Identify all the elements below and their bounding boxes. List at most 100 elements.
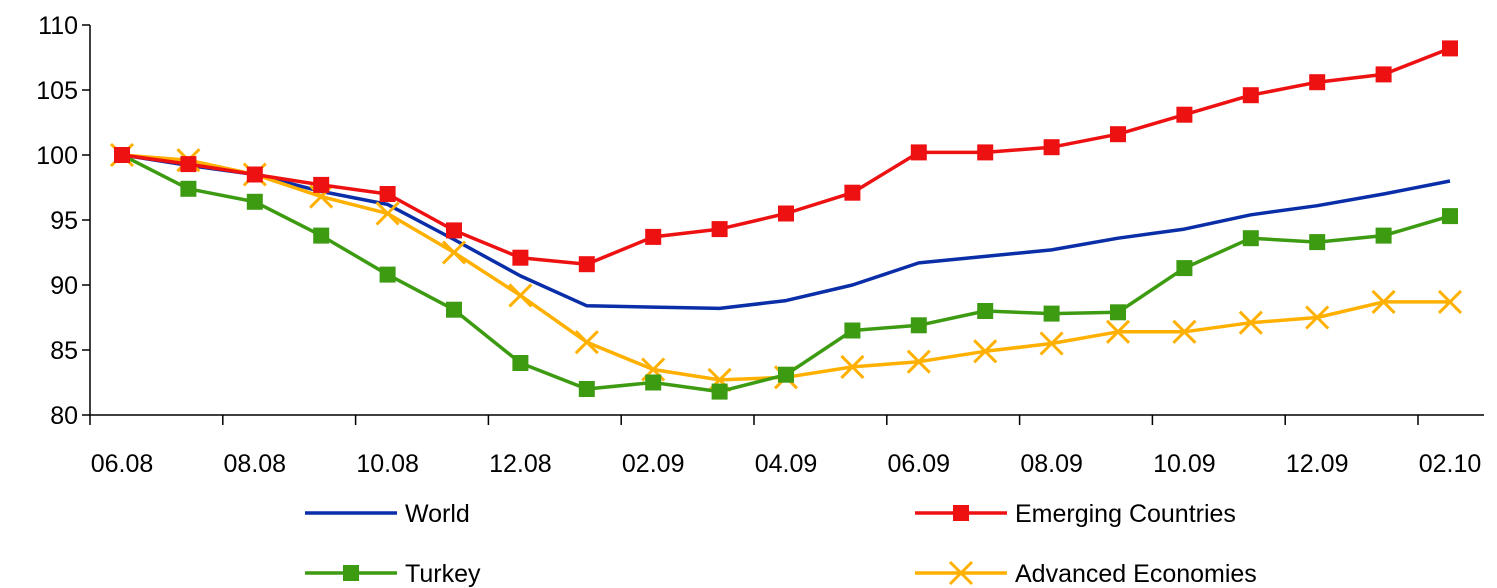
legend-label-world: World [405,500,470,528]
data-point-turkey [1043,305,1060,322]
x-marker-stroke [973,339,998,364]
data-point-turkey [1442,208,1458,225]
legend: World Emerging Countries Turkey Advanced Ec… [305,500,1257,588]
legend-item-emerging-countries: Emerging Countries [915,500,1236,528]
data-point-turkey [711,383,728,400]
data-point-emerging-countries [313,176,330,193]
data-point-turkey [778,366,794,383]
x-tick-label: 10.08 [356,450,419,478]
data-point-advanced-economies [1437,289,1463,314]
y-tick-label: 90 [50,272,78,300]
x-tick-label: 06.09 [888,450,951,478]
data-point-emerging-countries [1375,66,1392,83]
x-marker-stroke [441,240,467,265]
y-tick-label: 100 [36,142,78,170]
legend-label-turkey: Turkey [405,560,481,588]
x-tick-label: 08.09 [1020,450,1083,478]
series-emerging-countries [114,40,1458,273]
data-point-emerging-countries [246,166,263,183]
legend-marker-emerging-countries [953,505,969,521]
x-marker-stroke [1305,305,1330,330]
y-tick-label: 80 [50,402,78,430]
data-point-turkey [180,180,197,197]
data-point-emerging-countries [578,256,595,273]
data-point-emerging-countries [778,205,794,222]
y-tick-label: 95 [50,207,78,235]
x-marker-stroke [948,560,974,586]
data-point-emerging-countries [1309,74,1326,91]
data-point-turkey [645,374,662,391]
data-point-turkey [313,227,330,244]
data-point-turkey [1242,230,1259,247]
series-turkey [114,147,1458,400]
data-point-turkey [1309,234,1326,251]
data-point-turkey [977,303,994,319]
x-marker-stroke [906,349,931,374]
data-point-turkey [246,193,263,210]
data-point-turkey [844,322,861,339]
data-point-advanced-economies [1039,331,1064,356]
data-point-advanced-economies [1172,319,1197,344]
data-point-advanced-economies [441,240,467,265]
data-point-advanced-economies [973,339,998,364]
legend-marker-advanced-economies [948,560,974,586]
data-point-emerging-countries [114,147,130,163]
x-marker-stroke [1238,310,1263,335]
data-point-turkey [1110,304,1126,321]
data-point-emerging-countries [977,144,994,161]
x-marker-stroke [1371,289,1396,314]
x-tick-label: 02.10 [1419,450,1482,478]
data-point-advanced-economies [906,349,931,374]
data-point-advanced-economies [1105,319,1131,344]
legend-marker-turkey [343,565,359,581]
x-marker-stroke [1039,331,1064,356]
x-marker-stroke [574,330,599,355]
x-tick-label: 10.09 [1153,450,1216,478]
data-point-turkey [1375,227,1392,244]
data-point-emerging-countries [180,156,197,173]
series-layer [109,40,1463,400]
data-point-emerging-countries [379,186,396,202]
y-tick-label: 105 [36,77,78,105]
data-point-turkey [578,381,595,397]
x-marker-stroke [375,201,400,226]
data-point-advanced-economies [375,201,400,226]
data-point-emerging-countries [645,228,662,245]
y-tick-label: 85 [50,337,78,365]
data-point-turkey [512,355,529,371]
x-tick-label: 12.08 [489,450,552,478]
x-tick-label: 04.09 [755,450,818,478]
x-tick-label: 12.09 [1286,450,1349,478]
series-world [121,153,1451,311]
legend-label-advanced-economies: Advanced Economies [1015,560,1257,588]
legend-item-world: World [305,500,470,528]
data-point-emerging-countries [910,144,927,161]
data-point-advanced-economies [1305,305,1330,330]
x-marker-stroke [1437,289,1463,314]
data-point-advanced-economies [1238,310,1263,335]
data-point-emerging-countries [512,249,529,266]
x-marker-stroke [508,283,533,308]
legend-item-advanced-economies: Advanced Economies [915,560,1257,588]
data-point-advanced-economies [840,354,865,379]
data-point-advanced-economies [1371,289,1396,314]
x-tick-label: 08.08 [224,450,287,478]
x-tick-label: 02.09 [622,450,685,478]
data-point-emerging-countries [1043,139,1060,156]
y-tick-label: 110 [38,12,78,40]
axes: 80 85 90 95 100 105 110 06.08 08.08 10.08 12.08 02.… [36,12,1484,478]
data-point-advanced-economies [508,283,533,308]
x-marker-stroke [1172,319,1197,344]
x-marker-stroke [840,354,865,379]
data-point-emerging-countries [446,222,462,239]
x-tick-label: 06.08 [91,450,154,478]
data-point-turkey [1176,260,1193,277]
data-point-advanced-economies [574,330,599,355]
data-point-turkey [446,301,462,318]
series-line-world [121,153,1451,311]
x-marker-stroke [1105,319,1131,344]
data-point-turkey [910,317,927,334]
data-point-emerging-countries [1242,87,1259,104]
